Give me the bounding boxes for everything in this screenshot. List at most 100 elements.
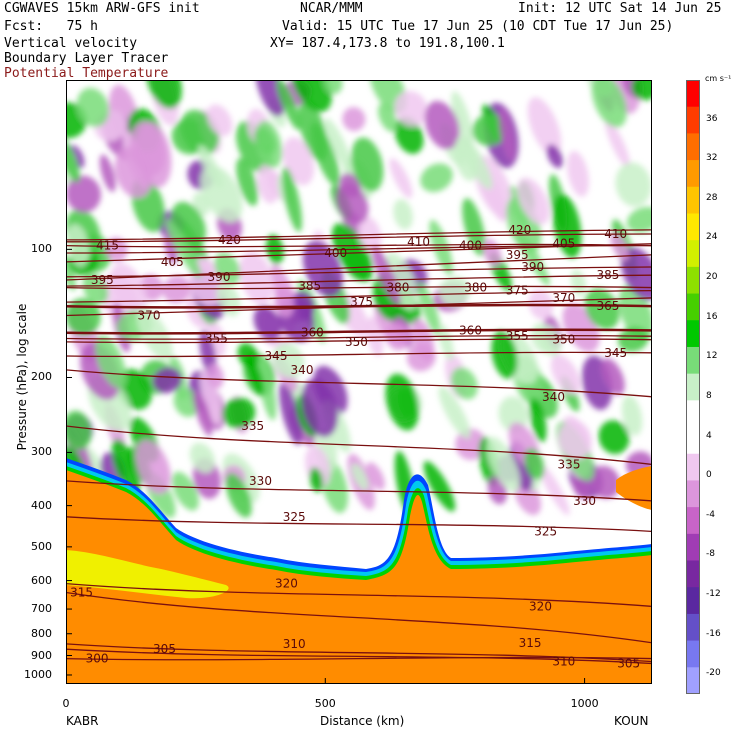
colorbar-tick-label: 4 <box>706 430 712 441</box>
updraft-cell <box>621 395 643 436</box>
updraft-cell <box>82 273 109 305</box>
theta-contour-label: 345 <box>265 349 288 363</box>
theta-contour-label: 335 <box>241 419 264 433</box>
theta-contour-label: 340 <box>291 363 314 377</box>
downdraft-cell <box>99 154 116 193</box>
updraft-cell <box>552 194 582 258</box>
theta-contour-line <box>66 328 652 335</box>
downdraft-cell <box>589 465 621 499</box>
theta-contour-label: 365 <box>596 299 619 313</box>
updraft-cell <box>591 80 627 128</box>
colorbar-tick-label: 36 <box>706 113 718 124</box>
updraft-cell <box>276 80 301 130</box>
theta-contour-label: 355 <box>506 329 529 343</box>
updraft-cell <box>323 80 343 95</box>
colorbar-swatch <box>686 587 700 615</box>
theta-contour-label: 350 <box>345 335 368 349</box>
theta-contour-label: 340 <box>542 390 565 404</box>
theta-contour-line <box>66 369 652 398</box>
updraft-cell <box>257 357 277 421</box>
theta-contour-label: 405 <box>552 237 575 251</box>
updraft-cell <box>66 410 92 451</box>
colorbar-swatch <box>686 320 700 348</box>
colorbar-swatch <box>686 373 700 401</box>
downdraft-cell <box>567 150 589 197</box>
updraft-cell <box>524 448 545 480</box>
colorbar-tick-label: -12 <box>706 588 721 599</box>
updraft-cell <box>615 162 652 207</box>
theta-contour-label: 420 <box>218 233 241 247</box>
theta-contour-line <box>66 338 652 344</box>
y-tick-label: 700 <box>31 602 52 616</box>
theta-contour-label: 305 <box>617 657 640 671</box>
downdraft-cell <box>517 177 550 225</box>
downdraft-cell <box>538 463 570 516</box>
colorbar <box>686 80 700 694</box>
y-tick-label: 600 <box>31 573 52 587</box>
colorbar-tick-label: -20 <box>706 668 721 679</box>
updraft-cell <box>539 324 562 357</box>
updraft-cell <box>246 356 265 397</box>
updraft-cell <box>450 367 478 400</box>
downdraft-cell <box>301 378 338 437</box>
downdraft-cell <box>279 381 303 446</box>
updraft-cell <box>165 219 202 279</box>
theta-contour-line <box>66 297 652 317</box>
theta-contour-label: 395 <box>91 273 114 287</box>
theta-contour-label: 300 <box>86 652 109 666</box>
downdraft-cell <box>274 287 294 318</box>
theta-contour-label: 400 <box>459 239 482 253</box>
theta-contour-label: 375 <box>506 284 529 298</box>
theta-contour-label: 315 <box>519 636 542 650</box>
colorbar-swatch <box>686 213 700 241</box>
updraft-cell <box>529 397 547 443</box>
updraft-cell <box>598 420 630 455</box>
downdraft-cell <box>336 182 369 224</box>
updraft-cell <box>290 80 332 113</box>
theta-contour-label: 310 <box>283 637 306 651</box>
updraft-cell <box>486 436 521 492</box>
updraft-cell <box>236 157 258 206</box>
downdraft-cell <box>206 104 233 136</box>
y-tick-label: 300 <box>31 445 52 459</box>
downdraft-cell <box>527 97 562 157</box>
downdraft-cell <box>366 462 385 491</box>
downdraft-cell <box>255 80 285 117</box>
downdraft-cell <box>129 121 166 176</box>
colorbar-tick-label: 28 <box>706 192 718 203</box>
theta-contour-label: 385 <box>596 268 619 282</box>
field-vertical-velocity: Vertical velocity <box>4 36 138 51</box>
updraft-cell <box>189 442 216 473</box>
colorbar-tick-label: 32 <box>706 153 718 164</box>
colorbar-tick-label: 12 <box>706 351 718 362</box>
model-title: CGWAVES 15km ARW-GFS init <box>4 1 200 16</box>
theta-contour-label: 305 <box>153 642 176 656</box>
theta-contour-label: 315 <box>70 586 93 600</box>
downdraft-cell <box>207 363 224 389</box>
updraft-cell <box>423 461 456 512</box>
theta-contour-line <box>66 285 652 290</box>
updraft-cell <box>111 439 141 495</box>
forecast-hour: Fcst: 75 h <box>4 19 98 34</box>
colorbar-swatch <box>686 667 700 694</box>
y-tick-label: 500 <box>31 539 52 553</box>
theta-contour-line <box>66 243 652 248</box>
downdraft-cell <box>546 144 563 169</box>
downdraft-cell <box>558 420 592 460</box>
init-time: Init: 12 UTC Sat 14 Jun 25 <box>518 1 722 16</box>
y-tick-label: 200 <box>31 370 52 384</box>
updraft-cell <box>472 113 507 146</box>
theta-contour-line <box>66 243 652 263</box>
updraft-cell <box>491 330 518 379</box>
x-tick-label: 1000 <box>570 697 599 710</box>
field-potential-temperature: Potential Temperature <box>4 66 169 81</box>
downdraft-cell <box>199 368 222 425</box>
colorbar-unit: cm s⁻¹ <box>705 74 732 83</box>
theta-contour-line <box>66 351 652 358</box>
theta-contour-label: 370 <box>552 291 575 305</box>
x-tick-label: 500 <box>314 697 336 710</box>
theta-contour-line <box>66 254 652 281</box>
updraft-cell <box>255 120 283 168</box>
colorbar-swatch <box>686 80 700 108</box>
updraft-cell <box>438 386 471 439</box>
